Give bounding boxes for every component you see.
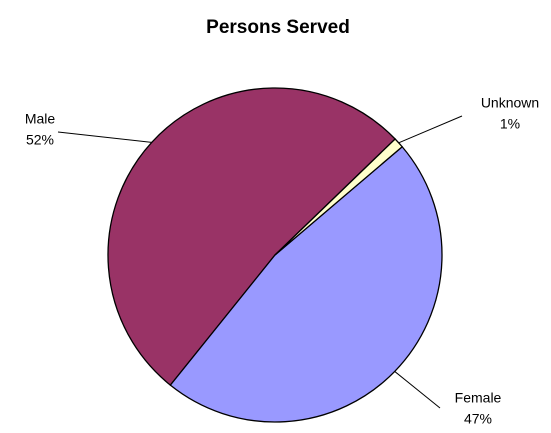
slice-label: Male xyxy=(25,111,56,127)
leader-line xyxy=(398,115,463,144)
slice-value-label: 1% xyxy=(500,116,520,132)
leader-line xyxy=(57,131,152,143)
chart-title: Persons Served xyxy=(206,17,350,38)
slice-value-label: 47% xyxy=(464,411,492,427)
slice-label: Female xyxy=(455,390,502,406)
pie-slice xyxy=(169,145,443,423)
slice-label: Unknown xyxy=(481,95,539,111)
pie-slice xyxy=(107,87,397,387)
leader-line xyxy=(394,371,441,409)
slice-value-label: 52% xyxy=(26,132,54,148)
